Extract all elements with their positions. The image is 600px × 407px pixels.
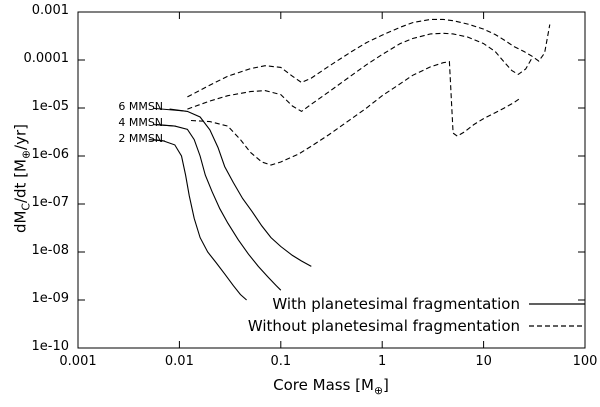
y-axis-label-text: /dt [M — [11, 158, 30, 204]
annotation-leader-line — [153, 139, 165, 142]
legend: With planetesimal fragmentation Without … — [248, 293, 585, 337]
annotation-label-6-mmsn: 6 MMSN — [118, 99, 164, 113]
x-tick-label: 0.01 — [164, 354, 194, 369]
curve-4mmsn-with-frag — [156, 124, 282, 291]
x-axis-label-text: ] — [383, 376, 389, 394]
y-tick-label: 1e-07 — [31, 195, 69, 210]
y-tick-label: 1e-06 — [31, 147, 69, 162]
annotation-leader-line — [153, 124, 176, 127]
x-tick-label: 10 — [475, 354, 492, 369]
solid-line-sample — [529, 303, 585, 305]
annotation-label-2-mmsn: 2 MMSN — [118, 131, 164, 145]
y-tick-label: 1e-08 — [31, 243, 69, 258]
y-axis-label-text: /yr] — [11, 123, 30, 150]
x-tick-label: 1 — [378, 354, 387, 369]
y-tick-label: 1e-09 — [31, 291, 69, 306]
plot-border — [77, 11, 586, 349]
curve-2mmsn-no-frag — [190, 61, 521, 166]
earth-symbol: ⊕ — [19, 149, 33, 159]
annotation-leader-line — [153, 107, 186, 112]
legend-entry-without-fragmentation: Without planetesimal fragmentation — [248, 315, 585, 337]
y-tick-label: 0.001 — [31, 3, 69, 18]
dashed-line-sample — [529, 325, 585, 327]
curve-4mmsn-no-frag — [187, 32, 533, 113]
x-tick-label: 100 — [572, 354, 598, 369]
x-tick-label: 0.1 — [270, 354, 292, 369]
y-axis-label-sub: C — [19, 203, 33, 211]
curve-6mmsn-no-frag — [187, 18, 551, 98]
earth-symbol: ⊕ — [373, 384, 383, 397]
x-tick-label: 0.001 — [59, 354, 97, 369]
annotation-label-4-mmsn: 4 MMSN — [118, 116, 164, 130]
legend-entry-with-fragmentation: With planetesimal fragmentation — [248, 293, 585, 315]
y-axis-label: dMC/dt [M⊕/yr] — [12, 69, 33, 289]
y-axis-label-text: dM — [11, 210, 30, 234]
x-axis-label: Core Mass [M⊕] — [181, 376, 481, 397]
curve-2mmsn-with-frag — [148, 139, 247, 301]
x-axis-label-text: Core Mass [M — [273, 376, 374, 394]
y-tick-label: 0.0001 — [23, 51, 70, 66]
legend-label: Without planetesimal fragmentation — [247, 317, 520, 335]
y-tick-label: 1e-05 — [31, 99, 69, 114]
y-tick-label: 1e-10 — [31, 339, 69, 354]
legend-label: With planetesimal fragmentation — [272, 295, 520, 313]
